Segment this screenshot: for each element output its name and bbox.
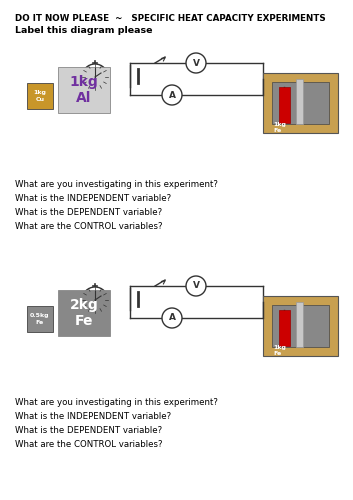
Text: 1kg
Fe: 1kg Fe — [273, 345, 286, 356]
Circle shape — [186, 276, 206, 296]
Bar — [27, 83, 53, 109]
Circle shape — [82, 64, 108, 90]
Text: V: V — [192, 58, 199, 68]
Bar — [272, 305, 329, 347]
Circle shape — [186, 53, 206, 73]
Circle shape — [162, 308, 182, 328]
Text: What is the DEPENDENT variable?: What is the DEPENDENT variable? — [15, 426, 162, 435]
Bar — [296, 79, 303, 124]
Circle shape — [162, 85, 182, 105]
Text: 2kg
Fe: 2kg Fe — [70, 298, 98, 328]
Text: 0.5kg
Fe: 0.5kg Fe — [30, 314, 50, 324]
Text: What are the CONTROL variables?: What are the CONTROL variables? — [15, 222, 162, 231]
Circle shape — [82, 287, 108, 313]
Text: What are you investigating in this experiment?: What are you investigating in this exper… — [15, 180, 218, 189]
Text: What are you investigating in this experiment?: What are you investigating in this exper… — [15, 398, 218, 407]
Text: What is the INDEPENDENT variable?: What is the INDEPENDENT variable? — [15, 412, 171, 421]
Text: 1kg
Fe: 1kg Fe — [273, 122, 286, 133]
Text: 1kg
Cu: 1kg Cu — [34, 90, 47, 102]
Bar — [279, 310, 290, 346]
Bar — [272, 82, 329, 124]
Text: Label this diagram please: Label this diagram please — [15, 26, 152, 35]
Text: What are the CONTROL variables?: What are the CONTROL variables? — [15, 440, 162, 449]
Bar — [58, 290, 110, 336]
Text: 1kg
Al: 1kg Al — [70, 75, 98, 105]
Text: What is the DEPENDENT variable?: What is the DEPENDENT variable? — [15, 208, 162, 217]
Bar — [263, 73, 338, 133]
Bar — [296, 302, 303, 347]
Text: V: V — [192, 282, 199, 290]
Bar — [58, 67, 110, 113]
Text: A: A — [168, 314, 175, 322]
Text: DO IT NOW PLEASE  ~   SPECIFIC HEAT CAPACITY EXPERIMENTS: DO IT NOW PLEASE ~ SPECIFIC HEAT CAPACIT… — [15, 14, 326, 23]
Bar — [279, 87, 290, 123]
Bar — [263, 296, 338, 356]
Text: What is the INDEPENDENT variable?: What is the INDEPENDENT variable? — [15, 194, 171, 203]
Bar — [27, 306, 53, 332]
Text: A: A — [168, 90, 175, 100]
